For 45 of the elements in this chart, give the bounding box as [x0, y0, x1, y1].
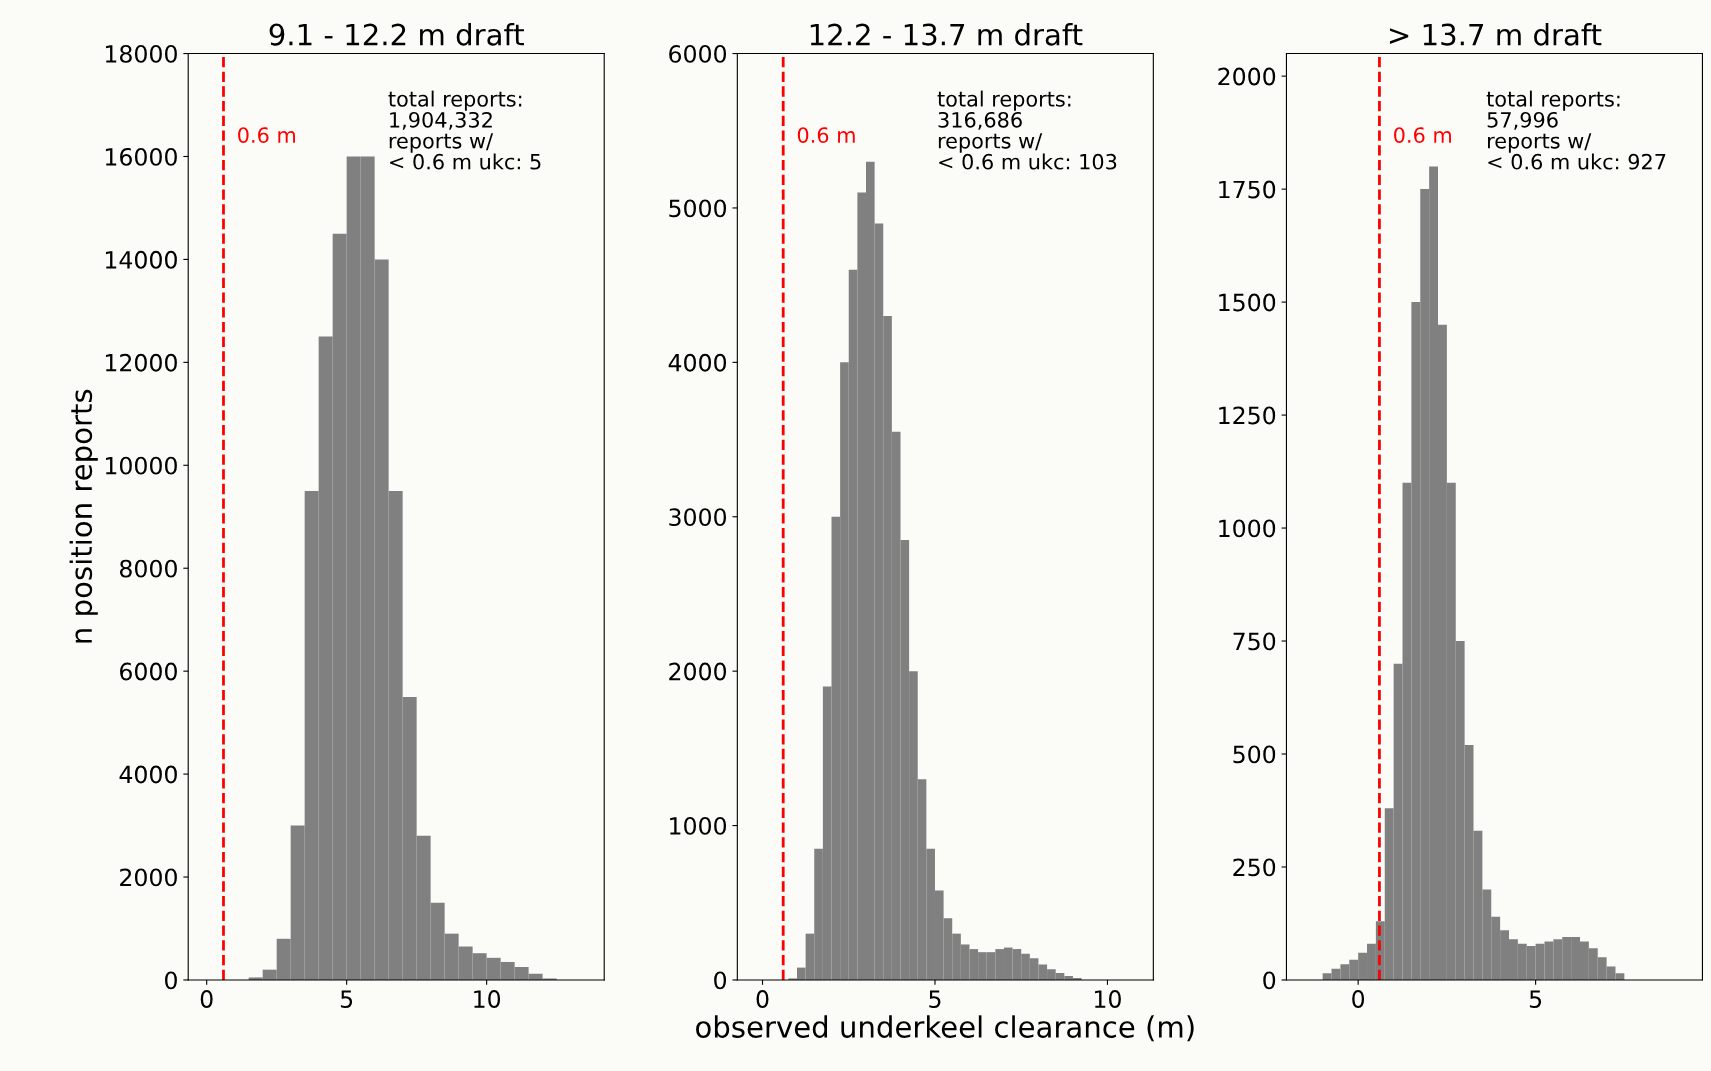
annotation: total reports: 316,686 reports w/ < 0.6 m ukc: 103 [937, 90, 1117, 170]
x-axis-title: observed underkeel clearance (m) [696, 1015, 1194, 1042]
y-tick-label: 0 [714, 971, 727, 990]
annotation: total reports: 57,996 reports w/ < 0.6 m ukc: 927 [1486, 90, 1666, 170]
y-tick-label: 500 [1233, 745, 1276, 764]
y-tick-label: 4000 [668, 353, 727, 372]
y-tick-label: 4000 [119, 765, 177, 784]
annotation: total reports: 1,904,332 reports w/ < 0.6 m ukc: 5 [388, 90, 541, 170]
y-tick-label: 250 [1233, 858, 1276, 877]
y-tick-label: 8000 [120, 559, 177, 578]
x-tick-label: 5 [340, 990, 353, 1008]
y-tick-label: 0 [165, 971, 177, 990]
ref-line-label: 0.6 m [797, 127, 855, 143]
chart-title: 12.2 - 13.7 m draft [810, 23, 1083, 46]
ref-line-label: 0.6 m [1394, 127, 1451, 143]
y-tick-label: 2000 [1218, 67, 1276, 86]
ref-line-label: 0.6 m [238, 127, 296, 143]
x-tick-label: 0 [756, 990, 769, 1008]
x-tick-label: 0 [200, 990, 213, 1008]
y-tick-label: 12000 [105, 353, 177, 372]
y-tick-label: 1000 [670, 817, 727, 835]
y-tick-label: 1000 [1219, 519, 1276, 538]
y-tick-label: 18000 [105, 45, 177, 63]
y-tick-label: 0 [1263, 971, 1276, 990]
y-tick-label: 6000 [669, 45, 727, 63]
chart-title: 9.1 - 12.2 m draft [269, 23, 524, 46]
y-tick-label: 14000 [105, 250, 177, 269]
x-tick-label: 10 [1095, 990, 1121, 1008]
y-axis-title: n position reports [69, 389, 98, 643]
y-tick-label: 6000 [120, 662, 177, 681]
y-tick-label: 2000 [120, 868, 177, 887]
y-tick-label: 1500 [1219, 293, 1276, 312]
y-tick-label: 1250 [1219, 406, 1276, 425]
y-tick-label: 5000 [669, 199, 727, 218]
x-tick-label: 5 [1529, 990, 1542, 1008]
y-tick-label: 10000 [105, 456, 177, 475]
x-tick-label: 5 [929, 990, 941, 1008]
x-tick-label: 10 [474, 990, 501, 1008]
y-tick-label: 1750 [1219, 180, 1276, 199]
y-tick-label: 750 [1233, 632, 1276, 651]
y-tick-label: 16000 [105, 147, 177, 166]
x-tick-label: 0 [1352, 990, 1365, 1008]
chart-title: > 13.7 m draft [1389, 23, 1602, 46]
y-tick-label: 3000 [669, 508, 727, 527]
y-tick-label: 2000 [669, 662, 727, 681]
